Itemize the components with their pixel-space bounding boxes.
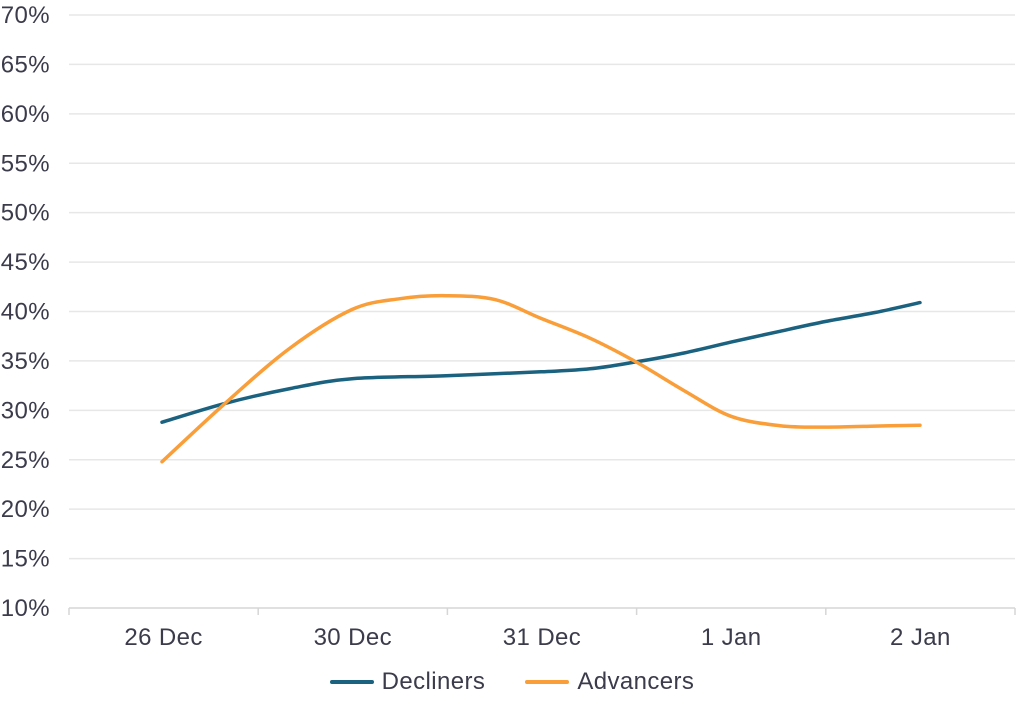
x-axis-label: 1 Jan: [701, 624, 762, 651]
y-axis-labels: 70% 65% 60% 55% 50% 45% 40% 35% 30% 25% 20% 15% 10%: [1, 2, 50, 622]
x-axis-label: 31 Dec: [503, 624, 581, 651]
x-axis-labels: 26 Dec 30 Dec 31 Dec 1 Jan 2 Jan: [124, 624, 950, 651]
y-axis-label: 45%: [1, 249, 50, 276]
advancers-line: [160, 293, 922, 464]
y-axis-label: 55%: [1, 150, 50, 177]
legend: Decliners Advancers: [0, 668, 1024, 696]
y-axis-label: 50%: [1, 200, 50, 227]
y-axis-label: 40%: [1, 299, 50, 326]
y-axis-label: 25%: [1, 447, 50, 474]
advancers-line-swatch: [525, 680, 570, 684]
legend-label-advancers: Advancers: [577, 668, 695, 695]
decliners-line-swatch: [329, 680, 374, 684]
y-axis-label: 30%: [1, 397, 50, 424]
x-axis-label: 26 Dec: [124, 624, 202, 651]
series-lines: [160, 293, 922, 464]
x-axis: [68, 607, 1016, 615]
legend-item-advancers[interactable]: Advancers: [525, 668, 694, 696]
y-axis-label: 10%: [1, 595, 50, 622]
y-axis-label: 70%: [1, 2, 50, 29]
y-axis-label: 15%: [1, 546, 50, 573]
x-axis-label: 2 Jan: [890, 624, 951, 651]
y-axis-label: 65%: [1, 51, 50, 78]
y-axis-label: 60%: [1, 101, 50, 128]
legend-item-decliners[interactable]: Decliners: [329, 668, 486, 696]
legend-label-decliners: Decliners: [381, 668, 486, 695]
x-axis-label: 30 Dec: [314, 624, 392, 651]
y-axis-label: 35%: [1, 348, 50, 375]
decliners-line: [160, 300, 922, 424]
gridlines: [69, 14, 1015, 560]
y-axis-label: 20%: [1, 496, 50, 523]
